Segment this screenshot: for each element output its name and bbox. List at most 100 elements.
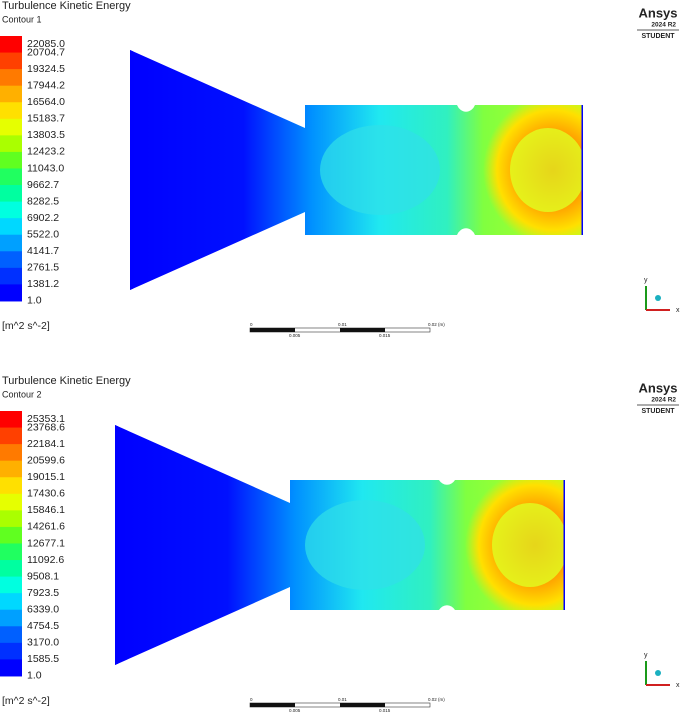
scale-bar-segment: [250, 703, 295, 707]
colorbar-segment: [0, 85, 22, 103]
colorbar-segment: [0, 477, 22, 495]
colorbar-segment: [0, 251, 22, 269]
legend-label: 17430.6: [27, 488, 65, 500]
legend-label: 15846.1: [27, 504, 65, 516]
field-core: [305, 500, 425, 590]
brand: Ansys: [638, 380, 677, 395]
colorbar-segment: [0, 526, 22, 544]
scale-bar-segment: [340, 703, 385, 707]
legend-label: 13803.5: [27, 129, 65, 141]
axis-label: x: [676, 682, 680, 689]
unit: [m^2 s^-2]: [2, 695, 50, 707]
legend-label: 1.0: [27, 670, 42, 682]
colorbar-segment: [0, 411, 22, 429]
scale-label: 0.005: [289, 708, 301, 713]
colorbar-segment: [0, 168, 22, 186]
colorbar-segment: [0, 102, 22, 120]
legend-label: 11092.6: [27, 554, 64, 566]
colorbar-segment: [0, 284, 22, 302]
scale-label: 0.01: [338, 322, 347, 327]
legend-label: 16564.0: [27, 96, 65, 108]
scale-label: 0: [250, 697, 253, 702]
legend-label: 3170.0: [27, 637, 59, 649]
colorbar-segment: [0, 69, 22, 87]
legend-label: 9662.7: [27, 179, 59, 191]
legend-label: 12423.2: [27, 146, 65, 158]
colorbar-segment: [0, 427, 22, 445]
contour-name: Contour 1: [2, 14, 42, 24]
colorbar-segment: [0, 460, 22, 478]
legend-label: 22184.1: [27, 438, 65, 450]
colorbar-segment: [0, 626, 22, 644]
colorbar-segment: [0, 593, 22, 611]
colorbar-segment: [0, 642, 22, 660]
scale-label: 0.02 (m): [428, 322, 445, 327]
field: [115, 425, 565, 665]
edition: STUDENT: [641, 33, 675, 40]
legend-label: 1.0: [27, 295, 42, 307]
scale-bar-segment: [340, 328, 385, 332]
axis-z: [655, 295, 661, 301]
legend-label: 15183.7: [27, 113, 65, 125]
scale-label: 0.015: [379, 333, 391, 338]
colorbar-segment: [0, 267, 22, 285]
legend-label: 23768.6: [27, 421, 65, 433]
axis-z: [655, 670, 661, 676]
axis-label: y: [644, 652, 648, 659]
colorbar-segment: [0, 543, 22, 561]
legend-label: 22085.0: [27, 38, 65, 50]
scale-label: 0: [250, 322, 253, 327]
scale-label: 0.015: [379, 708, 391, 713]
version: 2024 R2: [651, 397, 676, 404]
legend-label: 8282.5: [27, 195, 59, 207]
legend-label: 1585.5: [27, 653, 59, 665]
colorbar-segment: [0, 118, 22, 136]
colorbar-segment: [0, 576, 22, 594]
scale-label: 0.01: [338, 697, 347, 702]
legend-label: 12677.1: [27, 537, 65, 549]
legend-label: 1381.2: [27, 278, 59, 290]
legend-label: 19015.1: [27, 471, 65, 483]
colorbar-segment: [0, 185, 22, 203]
contour-plot: [115, 425, 565, 665]
legend-label: 5522.0: [27, 229, 59, 241]
field-core: [320, 125, 440, 215]
axis-label: y: [644, 277, 648, 284]
title: Turbulence Kinetic Energy: [2, 0, 131, 12]
colorbar-segment: [0, 444, 22, 462]
legend-label: 14261.6: [27, 521, 65, 533]
title: Turbulence Kinetic Energy: [2, 375, 131, 387]
field: [130, 50, 583, 290]
legend-label: 4754.5: [27, 620, 59, 632]
colorbar-segment: [0, 36, 22, 54]
colorbar-segment: [0, 135, 22, 153]
scale-label: 0.02 (m): [428, 697, 445, 702]
colorbar-segment: [0, 493, 22, 511]
legend-label: 7923.5: [27, 587, 59, 599]
edition: STUDENT: [641, 408, 675, 415]
legend-label: 9508.1: [27, 570, 59, 582]
brand: Ansys: [638, 5, 677, 20]
contour-plot: [130, 50, 583, 290]
legend-label: 25353.1: [27, 413, 65, 425]
legend-label: 17944.2: [27, 79, 65, 91]
field-inner: [510, 128, 583, 212]
legend-label: 6339.0: [27, 604, 59, 616]
colorbar-segment: [0, 560, 22, 578]
legend-label: 20704.7: [27, 46, 65, 58]
version: 2024 R2: [651, 22, 676, 29]
colorbar-segment: [0, 510, 22, 528]
legend-label: 6902.2: [27, 212, 59, 224]
legend-label: 11043.0: [27, 162, 64, 174]
colorbar-segment: [0, 201, 22, 219]
axis-label: x: [676, 307, 680, 314]
legend-label: 19324.5: [27, 63, 65, 75]
scale-label: 0.005: [289, 333, 301, 338]
colorbar-segment: [0, 609, 22, 627]
colorbar-segment: [0, 234, 22, 252]
legend-label: 4141.7: [27, 245, 59, 257]
colorbar-segment: [0, 659, 22, 677]
legend-label: 20599.6: [27, 454, 65, 466]
colorbar-segment: [0, 52, 22, 70]
